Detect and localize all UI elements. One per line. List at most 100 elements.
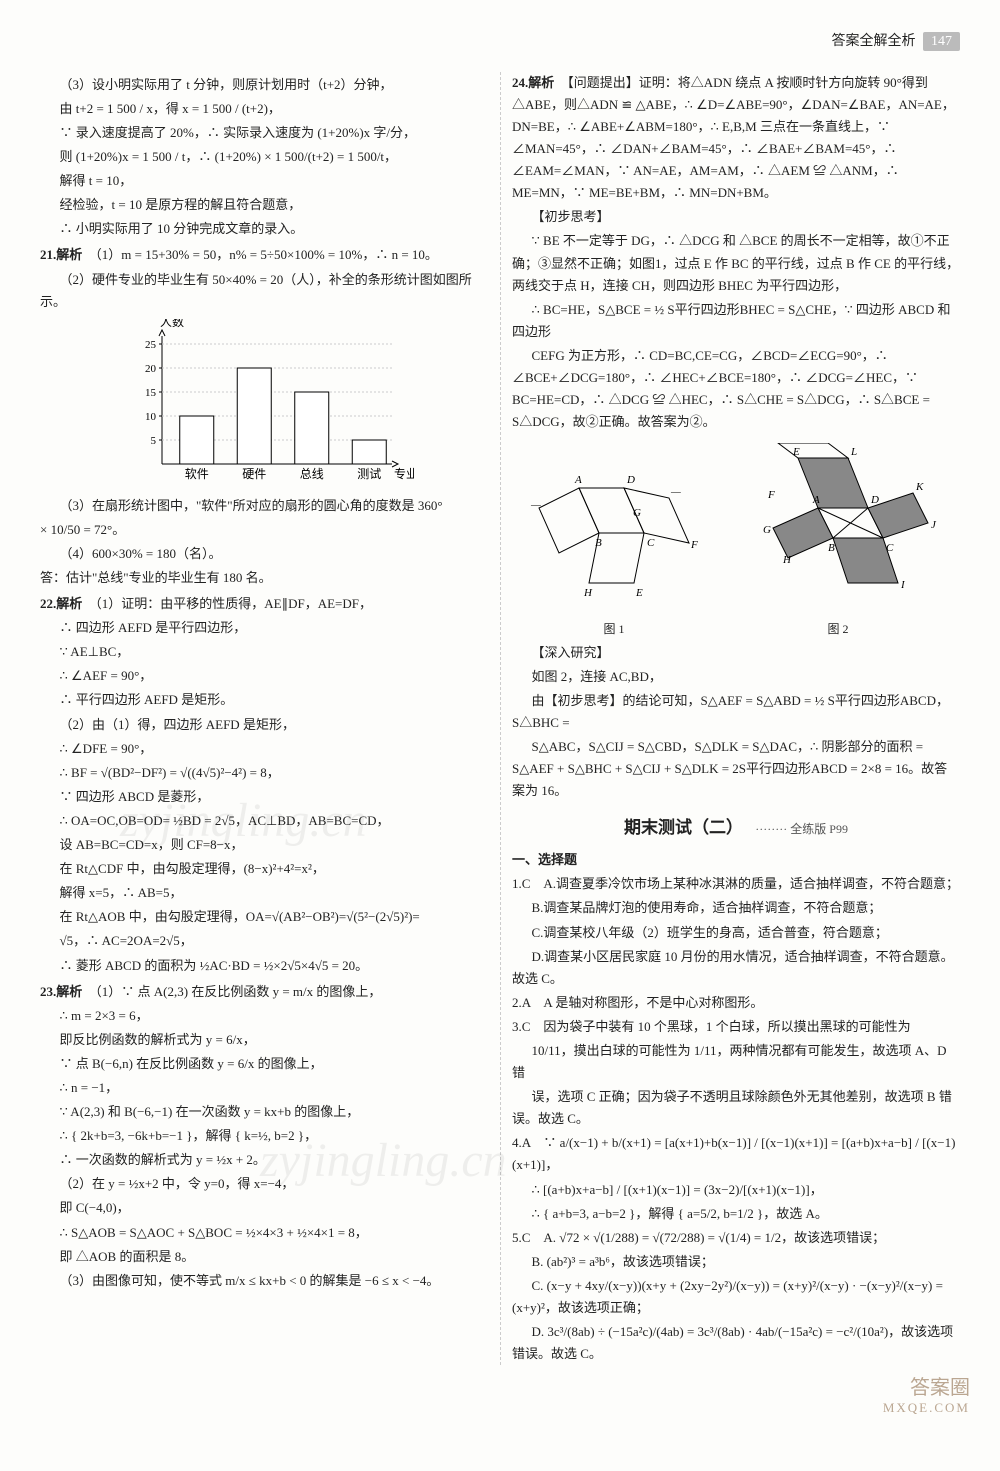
- svg-text:—: —: [670, 486, 681, 498]
- content-columns: （3）设小明实际用了 t 分钟，则原计划用时（t+2）分钟， 由 t+2 = 1…: [40, 72, 960, 1366]
- q5d: D. 3c³/(8ab) ÷ (−15a²c)/(4ab) = 3c³/(8ab…: [512, 1321, 960, 1365]
- text: 即 C(−4,0)，: [40, 1197, 488, 1219]
- text: ∴ 一次函数的解析式为 y = ½x + 2。: [40, 1149, 488, 1171]
- q5a: 5.C A. √72 × √(1/288) = √(72/288) = √(1/…: [512, 1227, 960, 1249]
- svg-text:B: B: [595, 537, 602, 549]
- text: ∴ n = −1，: [40, 1077, 488, 1099]
- text: 由 t+2 = 1 500 / x，得 x = 1 500 / (t+2)，: [40, 98, 488, 120]
- test-section: 期末测试（二） ········ 全练版 P99 一、选择题 1.C A.调查夏…: [512, 814, 960, 1365]
- test-title-text: 期末测试（二）: [624, 818, 743, 837]
- svg-text:I: I: [900, 579, 906, 591]
- text: ∴ OA=OC,OB=OD= ½BD = 2√5，AC⊥BD，AB=BC=CD，: [40, 810, 488, 832]
- svg-text:G: G: [763, 524, 771, 536]
- svg-text:20: 20: [145, 363, 157, 375]
- svg-text:专业类别: 专业类别: [394, 466, 414, 481]
- text: 则 (1+20%)x = 1 500 / t，∴ (1+20%) × 1 500…: [40, 146, 488, 168]
- q4b: ∴ [(a+b)x+a−b] / [(x+1)(x−1)] = (3x−2)/[…: [512, 1179, 960, 1201]
- text: 经检验，t = 10 是原方程的解且符合题意，: [40, 194, 488, 216]
- text: ∴ S△AOB = S△AOC + S△BOC = ½×4×3 + ½×4×1 …: [40, 1222, 488, 1244]
- svg-text:E: E: [792, 446, 800, 458]
- svg-text:人数: 人数: [160, 319, 184, 329]
- svg-text:软件: 软件: [185, 467, 209, 481]
- text: ∵ 四边形 ABCD 是菱形，: [40, 786, 488, 808]
- text: （1）证明：由平移的性质得，AE∥DF，AE=DF，: [95, 596, 372, 611]
- text: 答：估计"总线"专业的毕业生有 180 名。: [40, 567, 488, 589]
- text: ∵ BE 不一定等于 DG，∴ △DCG 和 △BCE 的周长不一定相等，故①不…: [512, 230, 960, 296]
- svg-text:10: 10: [145, 411, 157, 423]
- figure-2: EL AD FK GJ BC HI 图 2: [733, 437, 943, 639]
- text: 在 Rt△CDF 中，由勾股定理得，(8−x)²+4²=x²，: [40, 858, 488, 880]
- svg-text:C: C: [886, 542, 894, 554]
- svg-text:15: 15: [145, 387, 157, 399]
- svg-text:硬件: 硬件: [242, 467, 266, 481]
- text: ∴ { 2k+b=3, −6k+b=−1 }，解得 { k=½, b=2 }，: [40, 1125, 488, 1147]
- q3a: 3.C 因为袋子中装有 10 个黑球，1 个白球，所以摸出黑球的可能性为: [512, 1016, 960, 1038]
- svg-text:D: D: [870, 494, 879, 506]
- text: （4）600×30% = 180（名）。: [40, 543, 488, 565]
- q20-part3: （3）设小明实际用了 t 分钟，则原计划用时（t+2）分钟， 由 t+2 = 1…: [40, 74, 488, 241]
- text: （1）m = 15+30% = 50，n% = 5÷50×100% = 10%，…: [95, 247, 438, 262]
- q5c: C. (x−y + 4xy/(x−y))(x+y + (2xy−2y²)/(x−…: [512, 1275, 960, 1319]
- q1c: C.调查某校八年级（2）班学生的身高，适合普查，符合题意；: [512, 922, 960, 944]
- text: ∵ 点 B(−6,n) 在反比例函数 y = 6/x 的图像上，: [40, 1053, 488, 1075]
- q1b: B.调查某品牌灯泡的使用寿命，适合抽样调查，不符合题意；: [512, 897, 960, 919]
- text: ∴ BC=HE，S△BCE = ½ S平行四边形BHEC = S△CHE，∵ 四…: [512, 299, 960, 343]
- text: 即反比例函数的解析式为 y = 6/x，: [40, 1029, 488, 1051]
- q24: 24.解析 【问题提出】证明：将△ADN 绕点 A 按顺时针方向旋转 90°得到…: [512, 72, 960, 434]
- q2: 2.A A 是轴对称图形，不是中心对称图形。: [512, 992, 960, 1014]
- footer-stamp: 答案圈 MXQE.COM: [883, 1376, 970, 1416]
- text: （1）∵ 点 A(2,3) 在反比例函数 y = m/x 的图像上，: [95, 984, 381, 999]
- q3c: 误，选项 C 正确；因为袋子不透明且球除颜色外无其他差别，故选项 B 错误。故选…: [512, 1086, 960, 1130]
- geometry-diagram-2: EL AD FK GJ BC HI: [733, 443, 943, 613]
- stamp-small: MXQE.COM: [883, 1400, 970, 1416]
- svg-text:A: A: [574, 474, 582, 486]
- svg-text:J: J: [931, 519, 937, 531]
- svg-text:—: —: [530, 499, 541, 511]
- svg-text:总线: 总线: [300, 467, 324, 481]
- q21: 21.解析 （1）m = 15+30% = 50，n% = 5÷50×100% …: [40, 244, 488, 589]
- svg-text:H: H: [583, 587, 593, 599]
- text: （3）由图像可知，使不等式 m/x ≤ kx+b < 0 的解集是 −6 ≤ x…: [40, 1270, 488, 1292]
- text: CEFG 为正方形，∴ CD=BC,CE=CG，∠BCD=∠ECG=90°，∴ …: [512, 345, 960, 433]
- svg-text:5: 5: [151, 435, 157, 447]
- svg-text:F: F: [690, 539, 698, 551]
- fig2-label: 图 2: [733, 619, 943, 639]
- text: 设 AB=BC=CD=x，则 CF=8−x，: [40, 834, 488, 856]
- svg-text:L: L: [850, 446, 857, 458]
- svg-text:K: K: [915, 481, 924, 493]
- figure-1: AD BC — G HE —F 图 1: [529, 447, 699, 639]
- header-title: 答案全解全析: [832, 34, 916, 49]
- text: ∴ ∠AEF = 90°，: [40, 665, 488, 687]
- q4c: ∴ { a+b=3, a−b=2 }，解得 { a=5/2, b=1/2 }，故…: [512, 1203, 960, 1225]
- svg-text:D: D: [626, 474, 635, 486]
- q24-deep: 【深入研究】 如图 2，连接 AC,BD， 由【初步思考】的结论可知，S△AEF…: [512, 642, 960, 803]
- stamp-big: 答案圈: [883, 1376, 970, 1400]
- svg-text:B: B: [828, 542, 835, 554]
- svg-text:G: G: [633, 507, 641, 519]
- svg-text:F: F: [767, 489, 775, 501]
- text: 解得 t = 10，: [40, 170, 488, 192]
- text: √5，∴ AC=2OA=2√5，: [40, 930, 488, 952]
- text: ∴ ∠DFE = 90°，: [40, 738, 488, 760]
- selection-heading: 一、选择题: [512, 849, 960, 871]
- text: ∵ A(2,3) 和 B(−6,−1) 在一次函数 y = kx+b 的图像上，: [40, 1101, 488, 1123]
- q4a: 4.A ∵ a/(x−1) + b/(x+1) = [a(x+1)+b(x−1)…: [512, 1132, 960, 1176]
- bar-chart: 5 10 15 20 25人数专业类别 软件 硬件 总线 测试: [114, 319, 414, 489]
- text: ∵ 录入速度提高了 20%，∴ 实际录入速度为 (1+20%)x 字/分，: [40, 122, 488, 144]
- figure-row: AD BC — G HE —F 图 1: [512, 437, 960, 639]
- svg-text:25: 25: [145, 339, 157, 351]
- text: 如图 2，连接 AC,BD，: [512, 666, 960, 688]
- text: （2）在 y = ½x+2 中，令 y=0，得 x=−4，: [40, 1173, 488, 1195]
- svg-text:测试: 测试: [357, 466, 381, 481]
- text: ∴ 平行四边形 AEFD 是矩形。: [40, 689, 488, 711]
- page-header: 答案全解全析 147: [40, 30, 960, 54]
- text: ∴ 小明实际用了 10 分钟完成文章的录入。: [40, 218, 488, 240]
- svg-text:E: E: [635, 587, 643, 599]
- q21-label: 21.解析: [40, 247, 82, 262]
- text: ∵ AE⊥BC，: [40, 641, 488, 663]
- q22: 22.解析 （1）证明：由平移的性质得，AE∥DF，AE=DF， ∴ 四边形 A…: [40, 593, 488, 977]
- q5b: B. (ab²)³ = a³b⁶，故该选项错误；: [512, 1251, 960, 1273]
- svg-text:C: C: [647, 537, 655, 549]
- test-title: 期末测试（二） ········ 全练版 P99: [512, 814, 960, 843]
- q23: 23.解析 （1）∵ 点 A(2,3) 在反比例函数 y = m/x 的图像上，…: [40, 981, 488, 1292]
